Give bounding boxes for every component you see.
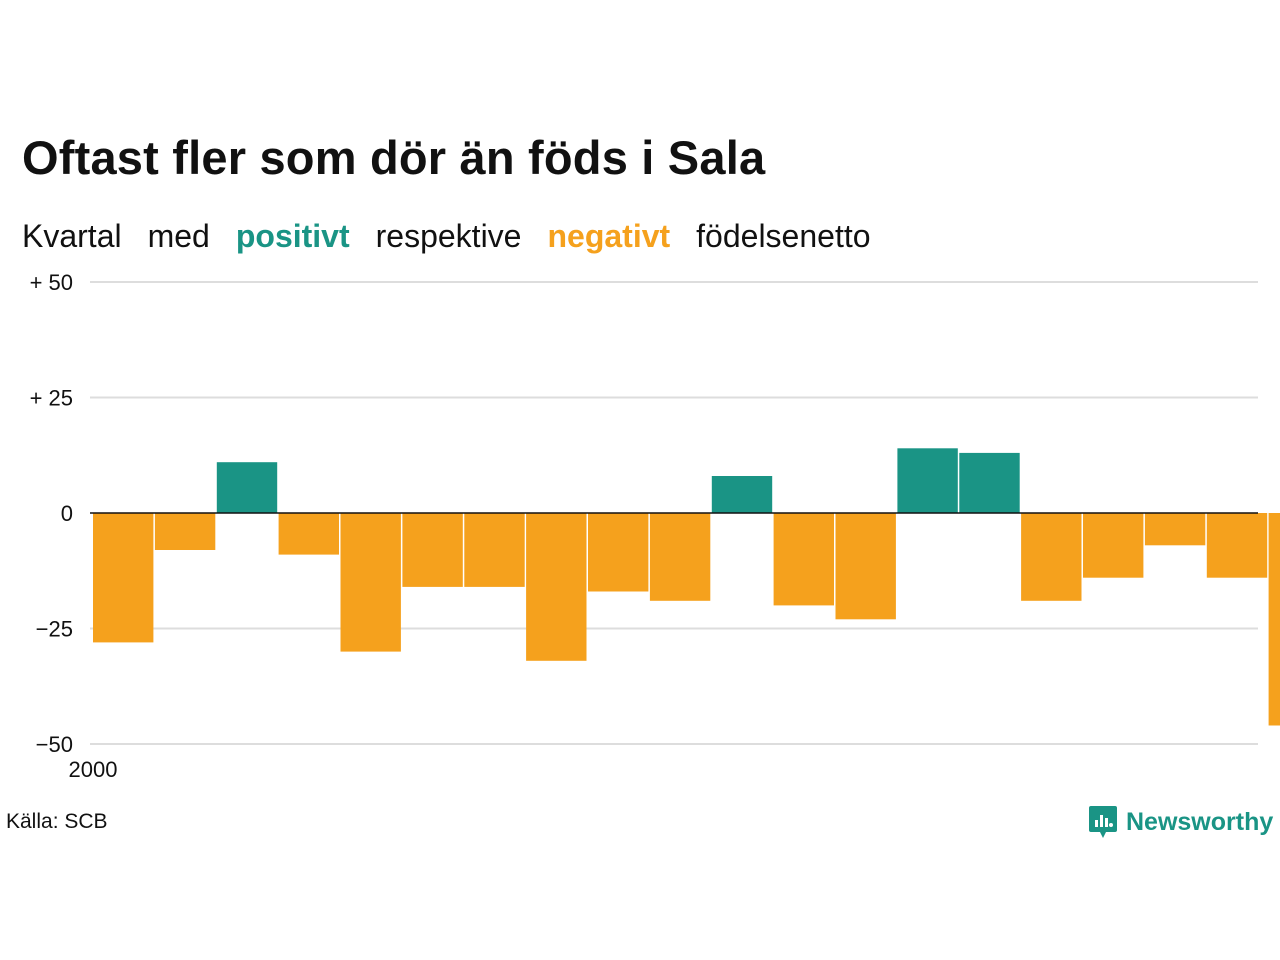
subtitle-negative-word: negativt <box>547 218 671 254</box>
bar <box>1083 513 1144 578</box>
chart-title: Oftast fler som dör än föds i Sala <box>22 131 766 184</box>
x-tick-label: 2000 <box>69 757 118 782</box>
bar <box>340 513 401 652</box>
bar <box>649 513 711 601</box>
bar <box>1021 513 1082 601</box>
bar <box>216 462 278 513</box>
bar <box>464 513 525 587</box>
bar <box>897 448 958 513</box>
bar <box>1144 513 1206 546</box>
bars <box>93 448 1280 726</box>
bar <box>959 452 1020 513</box>
bar-chart: + 50+ 250−25−5020002005201020152020 <box>30 270 1280 782</box>
bar <box>93 513 154 643</box>
subtitle-positive-word: positivt <box>235 218 350 254</box>
axis: + 50+ 250−25−5020002005201020152020 <box>30 270 1258 782</box>
source-note: Källa: SCB <box>6 810 108 833</box>
bar <box>1268 513 1280 726</box>
y-tick-label: −50 <box>36 732 73 757</box>
chart-subtitle: Kvartal med positivt respektive negativt föde… <box>22 218 897 255</box>
subtitle-text-4: födelsenetto <box>696 218 871 254</box>
subtitle-text-1: Kvartal <box>22 218 122 254</box>
brand-logo: Newsworthy <box>1088 804 1273 840</box>
bar <box>278 513 339 555</box>
brand-name: Newsworthy <box>1126 807 1274 836</box>
bar <box>773 513 834 606</box>
bar <box>526 513 587 661</box>
y-tick-label: −25 <box>36 617 73 642</box>
y-tick-label: 0 <box>61 501 73 526</box>
bar <box>154 513 216 550</box>
subtitle-text-2: med <box>147 218 210 254</box>
subtitle-text-3: respektive <box>375 218 522 254</box>
bar <box>835 513 896 620</box>
bar <box>711 476 773 513</box>
bar <box>588 513 649 592</box>
y-tick-label: + 50 <box>30 270 73 295</box>
bar <box>402 513 463 587</box>
bar <box>1206 513 1268 578</box>
grid-lines <box>90 281 1258 745</box>
y-tick-label: + 25 <box>30 386 73 411</box>
newsworthy-logo-icon <box>1089 806 1117 838</box>
